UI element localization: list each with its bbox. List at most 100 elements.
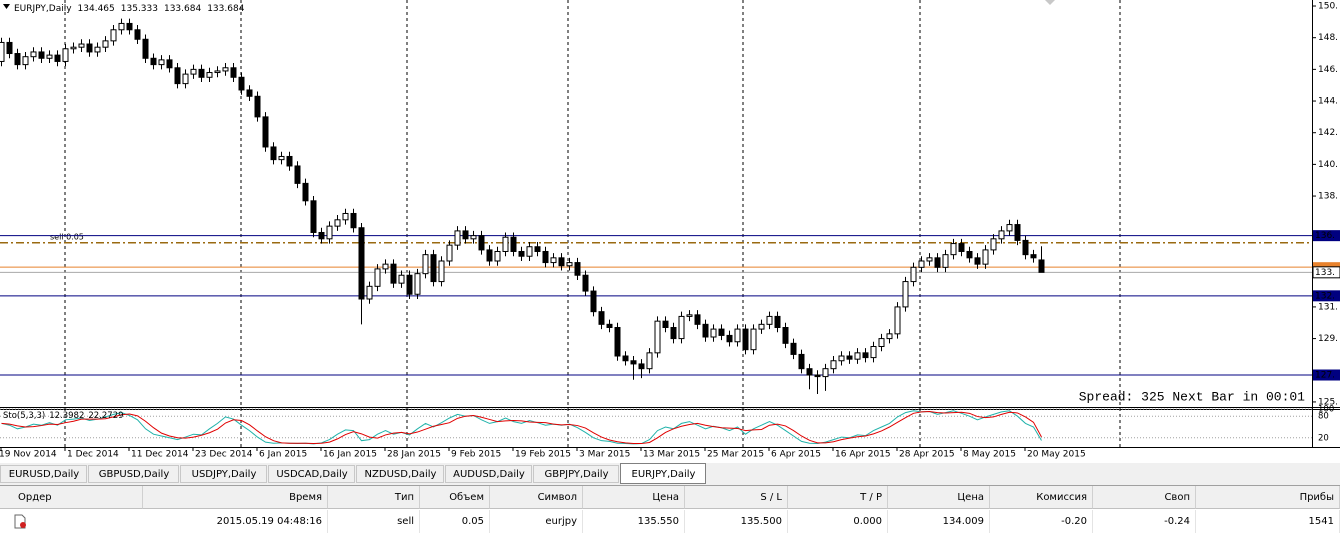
chart-menu-arrow[interactable] xyxy=(3,4,10,9)
candle-body xyxy=(870,346,877,359)
candle-body xyxy=(838,355,845,362)
candle-body xyxy=(134,29,141,40)
tab[interactable] xyxy=(620,463,706,484)
ohlc-value: 133.684 xyxy=(207,4,244,14)
candle-body xyxy=(894,306,901,335)
candle-body xyxy=(934,257,941,268)
candle-body xyxy=(462,230,469,240)
candle-body xyxy=(694,314,701,325)
candle-body xyxy=(254,95,261,118)
y-tick-label: 148. xyxy=(1318,33,1338,43)
x-tick-label: 6 Apr 2015 xyxy=(771,450,821,460)
x-tick-label: 16 Jan 2015 xyxy=(323,450,377,460)
candle-body xyxy=(942,254,949,268)
level-box xyxy=(1313,230,1340,242)
stoch-title: Sto(5,3,3) xyxy=(3,411,45,421)
candle-body xyxy=(606,323,613,329)
table-header-cell[interactable]: Своп xyxy=(1093,486,1196,509)
table-header-cell[interactable]: Цена xyxy=(583,486,685,509)
y-tick-label: 138. xyxy=(1318,192,1338,202)
stoch-header: Sto(5,3,3) 12.3982 22.2729 xyxy=(3,411,124,421)
candle-body xyxy=(822,368,829,378)
y-tick-label: 150. xyxy=(1318,2,1338,12)
table-header-cell[interactable]: S / L xyxy=(685,486,788,509)
tab-label[interactable]: AUDUSD,Daily xyxy=(453,469,525,480)
candle-body xyxy=(854,352,861,360)
tab-label[interactable]: NZDUSD,Daily xyxy=(365,469,437,480)
candle-body xyxy=(62,48,69,62)
candle-body xyxy=(726,334,733,343)
candle-body xyxy=(350,212,357,229)
terminal-chart: 150. 148. 146. 144. 142. 140. 138. 131. 129. 125.… xyxy=(0,0,1340,485)
candle-body xyxy=(790,342,797,355)
candle-body xyxy=(1022,239,1029,256)
tab[interactable] xyxy=(445,465,532,483)
candle-body xyxy=(310,200,317,233)
tab-label[interactable]: EURUSD,Daily xyxy=(9,469,80,480)
y-tick-label: 140. xyxy=(1318,160,1338,170)
table-header-cell[interactable]: Символ xyxy=(490,486,583,509)
y-tick-label: 144. xyxy=(1318,97,1338,107)
table-header-cell[interactable]: Ордер xyxy=(0,486,143,509)
info-text: Spread: 325 Next Bar in 00:01 xyxy=(1079,389,1305,404)
candle-body xyxy=(494,250,501,262)
candle-body xyxy=(198,68,205,78)
table-header-cell[interactable]: T / P xyxy=(788,486,888,509)
table-cell: -0.24 xyxy=(1093,510,1196,533)
candle-body xyxy=(470,235,477,240)
stoch-tick-label: 20 xyxy=(1318,433,1329,443)
tab-label[interactable]: USDCAD,Daily xyxy=(276,469,347,480)
candle-body xyxy=(406,274,413,295)
candle-body xyxy=(782,327,789,344)
candle-body xyxy=(550,257,557,264)
bid-label: 133. xyxy=(1315,268,1335,278)
level-box xyxy=(1313,290,1340,302)
candle-body xyxy=(670,327,677,340)
chart-title: EURJPY,Daily xyxy=(14,4,72,14)
candle-body xyxy=(774,315,781,329)
y-tick-label: 146. xyxy=(1318,65,1338,75)
tab[interactable] xyxy=(356,465,444,483)
candle-body xyxy=(30,51,37,58)
tab[interactable] xyxy=(268,465,355,483)
table-header-cell[interactable]: Комиссия xyxy=(990,486,1093,509)
tab[interactable] xyxy=(533,465,619,483)
candle-body xyxy=(798,353,805,370)
candle-body xyxy=(126,22,133,31)
candle-body xyxy=(478,235,485,251)
table-cell: 0.000 xyxy=(788,510,888,533)
candle-body xyxy=(1006,224,1013,232)
candle-body xyxy=(646,352,653,370)
candle-body xyxy=(846,355,853,360)
tab-label[interactable]: GBPJPY,Daily xyxy=(545,469,609,480)
tab-label[interactable]: USDJPY,Daily xyxy=(192,469,257,480)
candle-body xyxy=(662,320,669,329)
table-cell: eurjpy xyxy=(490,510,583,533)
x-tick-label: 16 Apr 2015 xyxy=(835,450,891,460)
candle-body xyxy=(974,257,981,265)
candle-body xyxy=(910,266,917,283)
candle-body xyxy=(214,70,221,74)
candle-body xyxy=(430,254,437,283)
tab[interactable] xyxy=(180,465,267,483)
candle-body xyxy=(678,315,685,340)
candle-body xyxy=(318,231,325,240)
candle-body xyxy=(862,352,869,359)
tab[interactable] xyxy=(0,465,87,483)
candle-body xyxy=(22,56,29,66)
tab-label[interactable]: GBPUSD,Daily xyxy=(99,469,170,480)
tab[interactable] xyxy=(88,465,179,483)
table-header-cell[interactable]: Объем xyxy=(420,486,490,509)
candle-body xyxy=(270,146,277,161)
tab-label[interactable]: EURJPY,Daily xyxy=(632,469,696,480)
candle-body xyxy=(302,182,309,202)
candle-body xyxy=(886,333,893,340)
candle-body xyxy=(54,54,61,62)
table-header-cell[interactable]: Тип xyxy=(328,486,420,509)
level-label: 132. xyxy=(1315,291,1335,301)
table-header-cell[interactable]: Прибы xyxy=(1196,486,1340,509)
table-header-cell[interactable]: Цена xyxy=(888,486,990,509)
table-header-cell[interactable]: Время xyxy=(143,486,328,509)
table-cell: 0.05 xyxy=(420,510,490,533)
